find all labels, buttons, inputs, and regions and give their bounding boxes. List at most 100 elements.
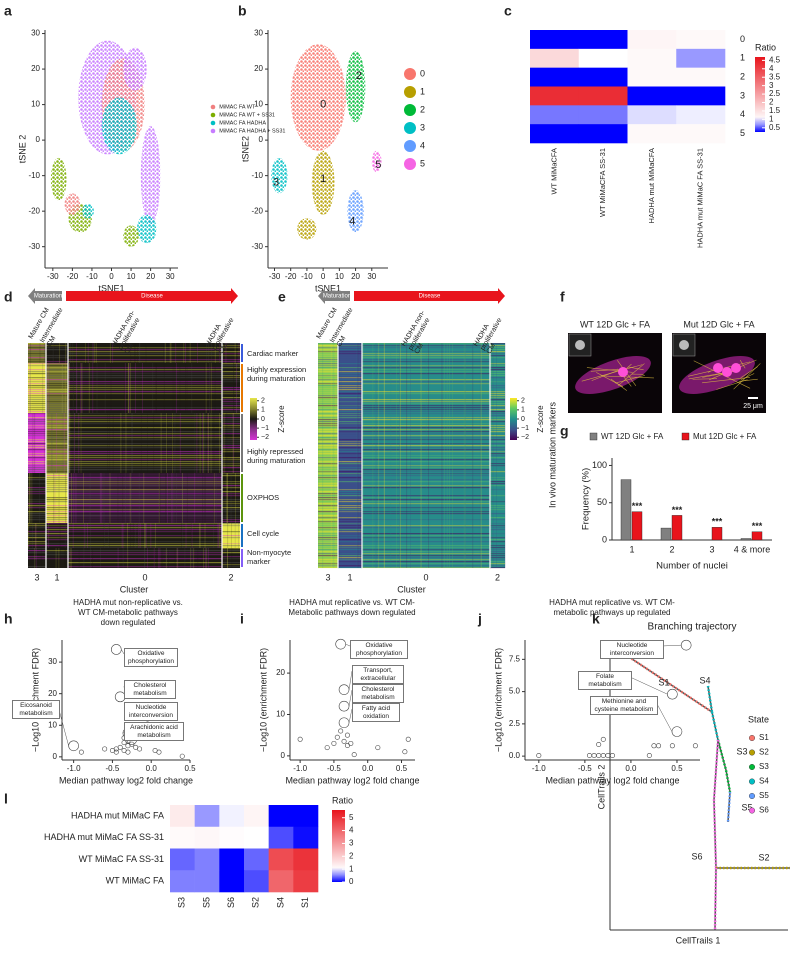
heatmap-texture [399, 343, 401, 568]
heatmap-cell [627, 86, 677, 106]
heatmap-texture [170, 343, 172, 363]
heatmap-texture [28, 415, 46, 417]
heatmap-cell [627, 67, 677, 87]
panel-letter: f [560, 289, 565, 305]
heatmap-texture [338, 523, 362, 525]
heatmap-texture [490, 399, 505, 401]
heatmap-texture [490, 479, 505, 481]
heatmap-texture [28, 477, 46, 479]
heatmap-texture [362, 469, 490, 471]
heatmap-texture [44, 343, 46, 363]
heatmap-texture [318, 359, 338, 361]
legend-label: MiMAC FA HADHA + SS31 [219, 128, 285, 134]
inset-nucleus [679, 340, 689, 350]
x-tick-label: 10 [335, 272, 344, 281]
heatmap-texture [362, 489, 490, 491]
heatmap-texture [68, 485, 222, 487]
heatmap-texture [230, 523, 231, 548]
heatmap-texture [338, 351, 362, 353]
y-tick-label: 0 [259, 135, 264, 144]
legend-swatch [210, 128, 216, 134]
heatmap-texture [222, 473, 240, 475]
heatmap-texture [32, 413, 34, 473]
heatmap-texture [222, 413, 240, 415]
heatmap-cell [293, 805, 319, 828]
fiber-stain [692, 378, 717, 380]
heatmap-texture [46, 395, 68, 397]
heatmap-texture [318, 357, 338, 359]
point [68, 740, 79, 752]
state-label: S3 [736, 746, 747, 756]
heatmap-texture [318, 493, 338, 495]
heatmap-texture [338, 347, 362, 349]
heatmap-texture [490, 409, 505, 411]
heatmap-texture [490, 351, 505, 353]
state-label: S1 [658, 677, 669, 687]
leader-line [348, 708, 353, 723]
heatmap-texture [362, 399, 490, 401]
heatmap-texture [28, 343, 46, 345]
heatmap-texture [428, 343, 430, 568]
heatmap-texture [65, 473, 67, 523]
heatmap-texture [68, 511, 222, 513]
heatmap-texture [490, 375, 505, 377]
heatmap-texture [338, 479, 362, 481]
heatmap-texture [28, 481, 46, 483]
heatmap-texture [359, 343, 361, 568]
heatmap-texture [68, 399, 222, 401]
arrow [28, 288, 62, 304]
trajectory-cells [706, 685, 714, 713]
heatmap-texture [338, 451, 362, 453]
x-tick-label: -1.0 [532, 764, 546, 773]
heatmap-texture [464, 343, 466, 568]
heatmap-texture [338, 365, 362, 367]
panel-letter: d [4, 289, 13, 305]
chart-title: down regulated [101, 618, 156, 627]
heatmap-texture [72, 413, 74, 473]
heatmap-texture [122, 523, 124, 548]
heatmap-texture [28, 385, 46, 387]
heatmap-cell [170, 848, 195, 871]
heatmap-texture [28, 351, 46, 353]
heatmap-texture [186, 473, 188, 523]
heatmap-texture [318, 363, 338, 365]
heatmap-texture [338, 373, 362, 375]
cluster-label: 4 [349, 216, 355, 228]
heatmap-texture [46, 475, 68, 477]
heatmap-texture [362, 427, 490, 429]
heatmap-texture [338, 491, 362, 493]
heatmap-texture [48, 523, 50, 548]
heatmap-texture [163, 343, 165, 363]
heatmap-texture [28, 461, 46, 463]
x-tick-label: 20 [351, 272, 360, 281]
heatmap-texture [68, 497, 222, 499]
heatmap-texture [318, 565, 338, 567]
heatmap-texture [28, 353, 46, 355]
heatmap-texture [318, 391, 338, 393]
heatmap-texture [222, 558, 240, 560]
fiber-stain [590, 368, 619, 372]
heatmap-texture [130, 363, 132, 413]
heatmap-texture [131, 413, 133, 473]
heatmap-texture [318, 367, 338, 369]
chart-title: Branching trajectory [648, 622, 737, 633]
legend-swatch [749, 764, 756, 771]
bar [620, 479, 632, 541]
chart-title: HADHA mut replicative vs. WT CM- [549, 598, 675, 607]
heatmap-texture [318, 347, 338, 349]
point [656, 743, 662, 749]
heatmap-texture [362, 343, 490, 345]
heatmap-texture [490, 407, 505, 409]
heatmap-texture [46, 403, 68, 405]
heatmap-texture [222, 461, 240, 463]
y-tick-label: 30 [48, 657, 57, 666]
heatmap-texture [46, 399, 68, 401]
heatmap-texture [362, 499, 490, 501]
heatmap-texture [222, 475, 240, 477]
heatmap-texture [208, 363, 210, 413]
heatmap-texture [222, 539, 240, 541]
heatmap-texture [166, 473, 168, 523]
heatmap-cell [627, 30, 677, 50]
heatmap-texture [153, 548, 155, 568]
heatmap-texture [378, 343, 380, 568]
